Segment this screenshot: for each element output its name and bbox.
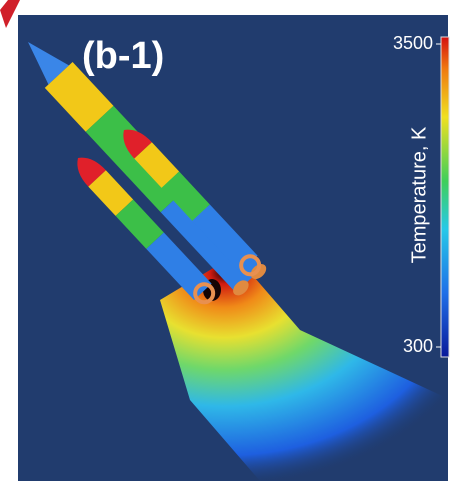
panel-label: (b-1) xyxy=(82,35,164,77)
colorbar xyxy=(441,37,449,357)
colorbar-label: Temperature, K xyxy=(408,126,430,263)
colorbar-tick-label: 300 xyxy=(403,336,433,356)
figure: (b-1) Temperature, K 300 3500 xyxy=(0,0,451,489)
colorbar-tick-label: 3500 xyxy=(393,33,433,53)
adjacent-mark xyxy=(0,0,20,28)
